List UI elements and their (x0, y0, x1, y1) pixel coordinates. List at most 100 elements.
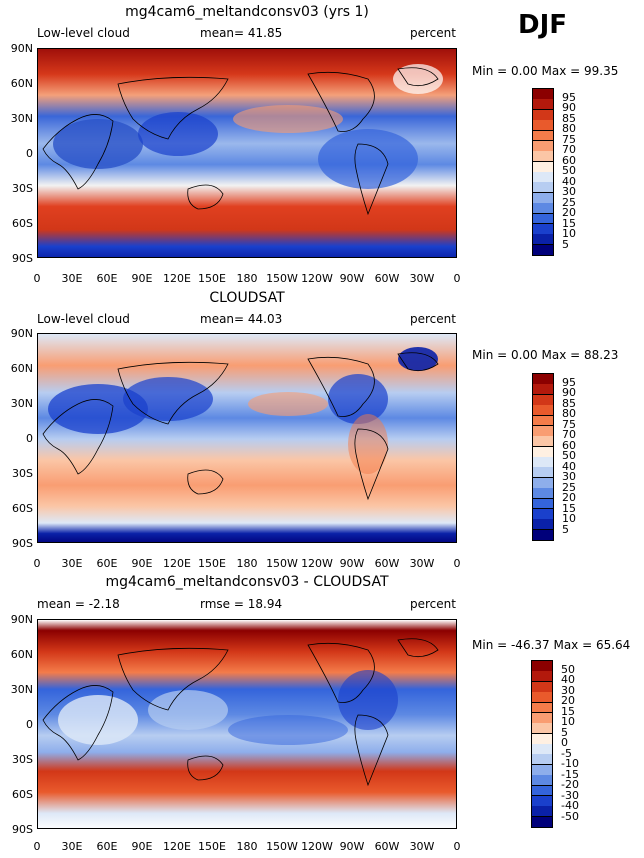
panel-3-lon-label: 30W (409, 840, 435, 853)
panel-3-lat-label: 60S (12, 788, 33, 801)
panel-1-map (37, 48, 457, 258)
colorbar-swatch (533, 477, 553, 489)
colorbar-label: -50 (561, 810, 579, 823)
colorbar-swatch (532, 692, 552, 703)
panel-3-lat-label: 0 (26, 718, 33, 731)
colorbar-label: -5 (561, 747, 572, 760)
colorbar-label: 40 (562, 460, 576, 473)
colorbar-swatch (533, 508, 553, 520)
panel-2-lat-label: 30S (12, 467, 33, 480)
colorbar-label: 25 (562, 196, 576, 209)
panel-1-lat-label: 30N (10, 112, 33, 125)
colorbar-swatch (533, 89, 553, 100)
colorbar-label: 10 (562, 512, 576, 525)
panel-1-lon-label: 30W (409, 272, 435, 285)
panel-2-lon-label: 150E (198, 557, 226, 570)
panel-1-colorbar (532, 88, 554, 256)
colorbar-label: 30 (561, 684, 575, 697)
colorbar-label: 25 (562, 481, 576, 494)
colorbar-label: 60 (562, 439, 576, 452)
panel-3-lon-label: 120W (301, 840, 333, 853)
colorbar-swatch (532, 744, 552, 755)
panel-2-map (37, 333, 457, 543)
colorbar-label: 5 (562, 523, 569, 536)
colorbar-label: 10 (562, 227, 576, 240)
panel-2-lon-label: 0 (33, 557, 41, 570)
colorbar-label: 80 (562, 407, 576, 420)
panel-2-mean-label: mean= 44.03 (200, 312, 283, 326)
panel-3-colorbar (531, 660, 553, 828)
colorbar-label: 30 (562, 470, 576, 483)
panel-2-title: CLOUDSAT (209, 290, 285, 306)
panel-3-lon-label: 30E (61, 840, 83, 853)
panel-1-lon-label: 60E (96, 272, 118, 285)
colorbar-swatch (532, 661, 552, 672)
colorbar-label: 50 (562, 164, 576, 177)
colorbar-swatch (533, 182, 553, 194)
colorbar-label: -40 (561, 799, 579, 812)
colorbar-label: 5 (561, 726, 568, 739)
colorbar-swatch (533, 498, 553, 510)
colorbar-swatch (533, 172, 553, 183)
panel-3-lat-label: 30N (10, 683, 33, 696)
colorbar-swatch (532, 816, 552, 828)
panel-3-lon-label: 60E (96, 840, 118, 853)
colorbar-swatch (533, 223, 553, 235)
colorbar-swatch (533, 213, 553, 225)
panel-3-lon-label: 0 (33, 840, 41, 853)
colorbar-label: 50 (562, 449, 576, 462)
colorbar-label: 95 (562, 91, 576, 104)
colorbar-label: 40 (562, 175, 576, 188)
panel-1-lat-label: 60S (12, 217, 33, 230)
colorbar-swatch (532, 702, 552, 714)
panel-1-lon-label: 30E (61, 272, 83, 285)
panel-2-lon-label: 180 (236, 557, 258, 570)
colorbar-swatch (533, 436, 553, 448)
panel-2-left-label: Low-level cloud (37, 312, 130, 326)
panel-3-lat-label: 60N (10, 648, 33, 661)
panel-2-lat-label: 30N (10, 397, 33, 410)
colorbar-swatch (532, 795, 552, 807)
panel-3-title: mg4cam6_meltandconsv03 - CLOUDSAT (105, 574, 389, 590)
colorbar-label: 90 (562, 386, 576, 399)
season-label: DJF (518, 10, 568, 40)
colorbar-swatch (533, 130, 553, 142)
colorbar-swatch (533, 446, 553, 458)
panel-1-lon-label: 120E (163, 272, 191, 285)
colorbar-swatch (532, 754, 552, 766)
panel-2-lat-label: 60S (12, 502, 33, 515)
colorbar-label: 15 (562, 217, 576, 230)
colorbar-swatch (533, 394, 553, 406)
panel-3-lat-label: 30S (12, 753, 33, 766)
colorbar-label: 70 (562, 143, 576, 156)
colorbar-label: 85 (562, 112, 576, 125)
panel-1-lon-label: 180 (236, 272, 258, 285)
colorbar-label: 20 (561, 694, 575, 707)
panel-1-minmax: Min = 0.00 Max = 99.35 (472, 64, 619, 78)
colorbar-label: -30 (561, 789, 579, 802)
colorbar-label: -10 (561, 757, 579, 770)
colorbar-label: 75 (562, 418, 576, 431)
colorbar-label: 50 (561, 663, 575, 676)
colorbar-label: 90 (562, 101, 576, 114)
panel-2-lon-label: 90W (339, 557, 365, 570)
panel-2-lon-label: 60W (374, 557, 400, 570)
panel-2-lon-label: 30W (409, 557, 435, 570)
colorbar-swatch (532, 775, 552, 786)
panel-1-left-label: Low-level cloud (37, 26, 130, 40)
colorbar-swatch (532, 681, 552, 693)
colorbar-swatch (533, 151, 553, 163)
panel-2-minmax: Min = 0.00 Max = 88.23 (472, 348, 619, 362)
colorbar-label: 95 (562, 376, 576, 389)
panel-3-lon-label: 0 (453, 840, 461, 853)
panel-2-lon-label: 0 (453, 557, 461, 570)
panel-1-units-label: percent (410, 26, 456, 40)
colorbar-swatch (532, 806, 552, 818)
colorbar-swatch (533, 374, 553, 385)
colorbar-swatch (533, 234, 553, 246)
panel-3-lon-label: 120E (163, 840, 191, 853)
colorbar-label: -15 (561, 768, 579, 781)
panel-1-lat-label: 90N (10, 42, 33, 55)
colorbar-swatch (533, 161, 553, 173)
panel-1-lon-label: 0 (33, 272, 41, 285)
